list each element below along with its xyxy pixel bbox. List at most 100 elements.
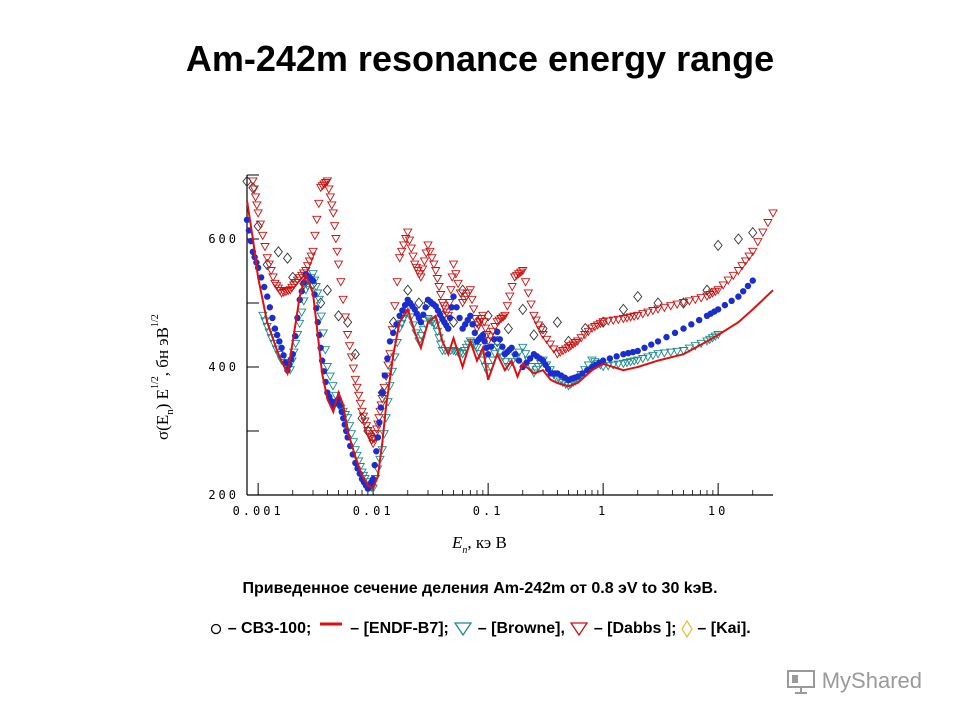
data-point-triangle bbox=[678, 299, 689, 308]
data-point-triangle bbox=[268, 273, 278, 282]
data-point-triangle bbox=[400, 235, 411, 244]
data-point-dot bbox=[499, 343, 506, 350]
data-point-triangle bbox=[517, 267, 528, 276]
data-point-triangle bbox=[598, 318, 608, 327]
data-point-triangle bbox=[427, 254, 437, 263]
x-tick-label: 0.01 bbox=[353, 504, 394, 518]
data-point-dot bbox=[739, 288, 747, 295]
data-point-diamond bbox=[414, 297, 424, 309]
data-point-dot bbox=[376, 419, 383, 426]
data-point-triangle bbox=[541, 335, 552, 345]
data-point-triangle bbox=[672, 347, 682, 357]
data-point-triangle bbox=[570, 339, 581, 348]
data-point-triangle bbox=[665, 302, 676, 311]
data-point-triangle bbox=[613, 360, 624, 370]
data-point-dot bbox=[508, 344, 515, 351]
data-point-triangle bbox=[331, 235, 341, 244]
data-point-diamond bbox=[288, 271, 298, 284]
data-point-triangle bbox=[690, 295, 701, 305]
data-point-triangle bbox=[316, 312, 327, 322]
data-point-triangle bbox=[328, 209, 339, 218]
data-point-diamond bbox=[503, 322, 513, 335]
data-point-dot bbox=[276, 338, 283, 345]
data-point-dot bbox=[446, 314, 454, 322]
data-point-triangle bbox=[248, 177, 258, 186]
chart-axes: 200 400 600 0.001 0.01 0.1 1 10 bbox=[208, 174, 773, 518]
data-point-triangle bbox=[292, 276, 303, 286]
data-point-dot bbox=[479, 331, 487, 339]
y-axis-label-sub: n bbox=[164, 409, 176, 415]
data-point-triangle bbox=[301, 267, 311, 276]
data-point-dot bbox=[526, 355, 534, 362]
data-point-diamond bbox=[282, 252, 293, 264]
data-point-triangle bbox=[417, 265, 428, 274]
data-point-dot bbox=[399, 307, 406, 314]
data-point-dot bbox=[744, 282, 752, 290]
data-point-triangle bbox=[572, 337, 583, 346]
data-point-triangle bbox=[383, 361, 393, 370]
data-point-triangle bbox=[502, 302, 513, 311]
data-point-dot bbox=[634, 347, 641, 355]
data-point-triangle bbox=[696, 294, 706, 303]
data-point-triangle bbox=[563, 343, 574, 353]
data-point-triangle bbox=[416, 331, 426, 341]
watermark-text: MyShared bbox=[821, 668, 922, 693]
data-point-triangle bbox=[350, 375, 361, 385]
data-point-triangle bbox=[429, 260, 439, 270]
x-axis-label-sub: n bbox=[462, 545, 467, 556]
data-point-triangle bbox=[638, 310, 648, 319]
data-point-diamond bbox=[702, 284, 712, 296]
data-point-triangle bbox=[713, 286, 723, 295]
data-point-diamond bbox=[633, 290, 643, 303]
data-point-dot bbox=[264, 293, 271, 300]
data-point-triangle bbox=[283, 287, 293, 296]
data-point-dot bbox=[309, 277, 317, 284]
data-point-dot bbox=[481, 338, 488, 345]
data-point-dot bbox=[688, 321, 695, 328]
data-point-triangle bbox=[336, 278, 346, 287]
data-point-dot bbox=[453, 304, 460, 311]
data-point-triangle bbox=[308, 247, 318, 257]
data-point-triangle bbox=[583, 327, 594, 337]
data-point-triangle bbox=[448, 260, 459, 270]
data-point-dot bbox=[386, 338, 394, 345]
data-point-diamond bbox=[713, 239, 723, 252]
data-point-triangle bbox=[643, 308, 653, 318]
data-point-dot bbox=[613, 353, 620, 360]
data-point-triangle bbox=[480, 324, 491, 334]
data-point-triangle bbox=[406, 244, 417, 254]
data-point-dot bbox=[448, 304, 455, 311]
data-point-triangle bbox=[429, 319, 439, 329]
data-point-dot bbox=[654, 338, 662, 345]
legend-label-dabbs: – [Dabbs ]; bbox=[593, 620, 677, 638]
data-point-triangle bbox=[361, 422, 372, 431]
data-point-triangle bbox=[653, 305, 663, 314]
data-point-triangle bbox=[368, 484, 378, 494]
data-point-triangle bbox=[421, 249, 431, 258]
data-point-triangle bbox=[255, 220, 266, 230]
data-point-triangle bbox=[296, 308, 307, 318]
data-point-dot bbox=[579, 370, 586, 377]
legend: – СВЗ-100; – [ENDF-B7]; – [Browne], – [D… bbox=[0, 620, 960, 638]
data-point-triangle bbox=[632, 356, 643, 366]
data-point-triangle bbox=[394, 254, 405, 263]
data-point-triangle bbox=[325, 372, 335, 382]
data-point-triangle bbox=[648, 307, 658, 316]
data-point-triangle bbox=[392, 278, 402, 287]
data-point-triangle bbox=[737, 262, 747, 271]
data-point-dot bbox=[273, 331, 281, 339]
data-point-triangle bbox=[322, 177, 333, 186]
x-axis-label: En, кэ В bbox=[451, 533, 507, 556]
data-point-triangle bbox=[768, 209, 778, 218]
data-point-triangle bbox=[320, 179, 331, 188]
watermark: MyShared bbox=[786, 668, 922, 694]
data-point-dot bbox=[278, 344, 285, 351]
data-point-dot bbox=[629, 348, 637, 356]
x-tick-label: 0.001 bbox=[233, 504, 284, 518]
data-point-diamond bbox=[653, 297, 663, 309]
legend-label-svz: – СВЗ-100; bbox=[227, 620, 312, 638]
data-point-dot bbox=[515, 357, 523, 364]
data-point-dot bbox=[420, 311, 427, 318]
data-point-dot bbox=[280, 352, 287, 359]
data-point-triangle bbox=[416, 273, 426, 282]
